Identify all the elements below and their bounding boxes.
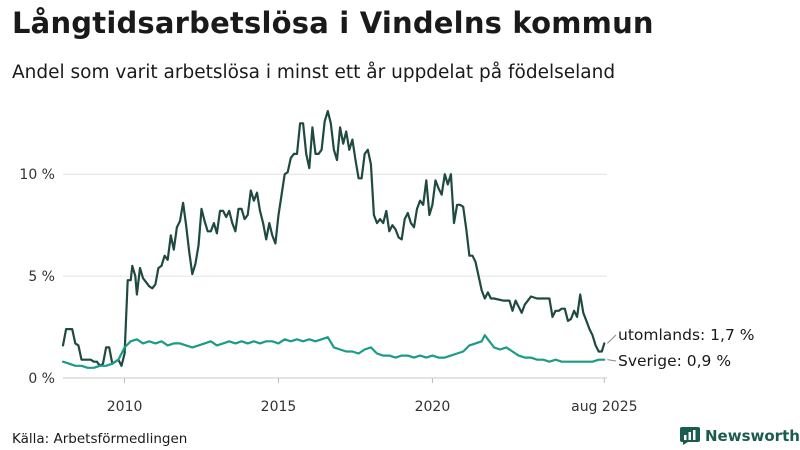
y-tick-label: 10 % bbox=[19, 167, 55, 183]
x-tick-label: 2015 bbox=[261, 399, 297, 415]
end-label-leader bbox=[607, 359, 617, 362]
x-tick-label: 2020 bbox=[415, 399, 451, 415]
y-tick-label: 5 % bbox=[28, 269, 55, 285]
series-line-utomlands bbox=[61, 110, 606, 367]
series-line-sverige bbox=[61, 334, 606, 369]
source-note: Källa: Arbetsförmedlingen bbox=[12, 431, 188, 447]
x-tick-label: aug 2025 bbox=[571, 399, 637, 415]
chart-title: Långtidsarbetslösa i Vindelns kommun bbox=[12, 6, 654, 40]
end-label-leader bbox=[606, 334, 617, 344]
bar-chart-logo-icon bbox=[680, 427, 700, 445]
series-end-label: utomlands: 1,7 % bbox=[618, 326, 754, 344]
brand-name: Newsworthy bbox=[705, 427, 800, 445]
y-tick-label: 0 % bbox=[28, 371, 55, 387]
brand[interactable]: Newsworthy bbox=[680, 427, 800, 445]
chart-subtitle: Andel som varit arbetslösa i minst ett å… bbox=[12, 62, 616, 83]
series-end-label: Sverige: 0,9 % bbox=[618, 352, 731, 370]
x-tick-label: 2010 bbox=[107, 399, 143, 415]
